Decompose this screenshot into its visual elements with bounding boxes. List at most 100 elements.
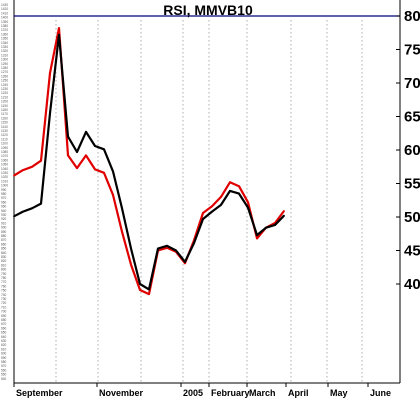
series-1-point	[22, 169, 24, 172]
left-scale-tick: 1180	[1, 108, 8, 112]
series-1-point	[247, 201, 249, 204]
series-1-point	[58, 27, 60, 29]
series-1-point	[13, 174, 15, 177]
series-2-point	[229, 190, 231, 192]
series-2-point	[139, 283, 141, 285]
left-scale-tick: 890	[1, 230, 7, 234]
left-scale-tick: 630	[1, 339, 7, 343]
left-scale-tick: 760	[1, 284, 7, 288]
series-2-point	[238, 192, 240, 195]
left-scale-tick: 800	[1, 268, 7, 272]
left-scale-tick: 1390	[1, 20, 8, 24]
left-scale-tick: 860	[1, 242, 7, 246]
series-2-point	[193, 242, 195, 245]
series-1-point	[166, 246, 168, 249]
series-2-point	[67, 135, 69, 138]
left-scale-tick: 680	[1, 318, 7, 322]
series-1-point	[85, 154, 87, 157]
left-scale-tick: 650	[1, 331, 7, 335]
left-scale-tick: 1090	[1, 146, 8, 150]
series-2-point	[256, 234, 258, 237]
series-2-point	[220, 204, 222, 206]
series-1-point	[121, 230, 123, 233]
left-scale-tick: 540	[1, 377, 7, 381]
left-scale-tick: 1360	[1, 32, 8, 36]
series-2-point	[58, 33, 60, 36]
y-tick-label: 55	[404, 176, 420, 193]
series-2-point	[76, 151, 78, 153]
series-1-point	[238, 185, 240, 188]
left-scale-tick: 1230	[1, 87, 8, 91]
left-scale-tick: 560	[1, 368, 7, 372]
left-scale-tick: 900	[1, 226, 7, 230]
left-scale-tick: 1200	[1, 100, 8, 104]
left-scale-tick: 1010	[1, 179, 8, 183]
y-tick-label: 45	[404, 243, 420, 260]
left-scale-tick: 660	[1, 326, 7, 330]
series-1-point	[49, 72, 51, 74]
left-scale-tick: 820	[1, 259, 7, 263]
x-tick-label: June	[370, 388, 391, 398]
series-2-point	[31, 207, 33, 210]
left-scale-tick: 770	[1, 280, 7, 284]
left-scale-tick: 1220	[1, 91, 8, 95]
series-2-point	[211, 210, 213, 213]
series-1-point	[112, 194, 114, 196]
left-scale-tick: 580	[1, 360, 7, 364]
left-scale-tick: 730	[1, 297, 7, 301]
left-scale-tick: 1190	[1, 104, 8, 108]
left-scale-tick: 550	[1, 373, 7, 377]
left-scale-tick: 1080	[1, 150, 8, 154]
left-scale-tick: 1430	[1, 3, 8, 7]
left-scale-tick: 930	[1, 213, 7, 217]
x-axis-ticks: September November 2005 February March April M…	[13, 383, 391, 398]
x-tick-label: May	[330, 388, 348, 398]
left-scale-tick: 1000	[1, 184, 8, 188]
series-2-point	[184, 261, 186, 263]
y-tick-label: 75	[404, 42, 420, 59]
series-2-point	[13, 215, 15, 218]
left-scale-tick: 1150	[1, 121, 8, 125]
series-2-point	[148, 288, 150, 291]
series-2-point	[283, 214, 285, 217]
left-scale-tick: 1120	[1, 133, 8, 137]
series-1-point	[67, 154, 69, 157]
series-2-point	[103, 148, 105, 151]
left-scale-tick: 750	[1, 289, 7, 293]
left-scale-tick: 1170	[1, 112, 8, 116]
series-2-point	[49, 112, 51, 115]
series-2-point	[130, 247, 132, 250]
left-scale-tick: 1140	[1, 125, 8, 129]
left-scale-tick: 1270	[1, 70, 8, 74]
left-scale-tick: 1040	[1, 167, 8, 171]
series-1-point	[211, 205, 213, 208]
series-1-point	[202, 212, 204, 214]
left-scale-tick: 970	[1, 196, 7, 200]
series-2-point	[265, 226, 267, 229]
left-scale-tick: 690	[1, 314, 7, 318]
left-scale-tick: 990	[1, 188, 7, 192]
left-scale-tick: 790	[1, 272, 7, 276]
series-2-point	[157, 247, 159, 250]
left-scale-tick: 1280	[1, 66, 8, 70]
plot-background	[14, 0, 400, 383]
left-scale-tick: 880	[1, 234, 7, 238]
left-scale-tick: 670	[1, 322, 7, 326]
left-scale-tick: 1160	[1, 116, 8, 120]
left-scale-tick: 920	[1, 217, 7, 221]
left-scale-tick: 1250	[1, 79, 8, 83]
left-scale-tick: 600	[1, 352, 7, 356]
left-scale-tick: 1330	[1, 45, 8, 49]
chart-title: RSI, MMVB10	[163, 2, 253, 18]
left-scale-tick: 640	[1, 335, 7, 339]
left-scale-tick: 840	[1, 251, 7, 255]
series-2-point	[112, 170, 114, 173]
series-1-point	[229, 181, 231, 184]
left-scale-tick: 980	[1, 192, 7, 196]
left-scale-tick: 1310	[1, 53, 8, 57]
y-tick-label: 70	[404, 75, 420, 92]
left-scale-tick: 1400	[1, 16, 8, 20]
left-scale-tick: 720	[1, 301, 7, 305]
x-tick-label: February	[211, 388, 250, 398]
y-tick-label: 60	[404, 142, 420, 159]
